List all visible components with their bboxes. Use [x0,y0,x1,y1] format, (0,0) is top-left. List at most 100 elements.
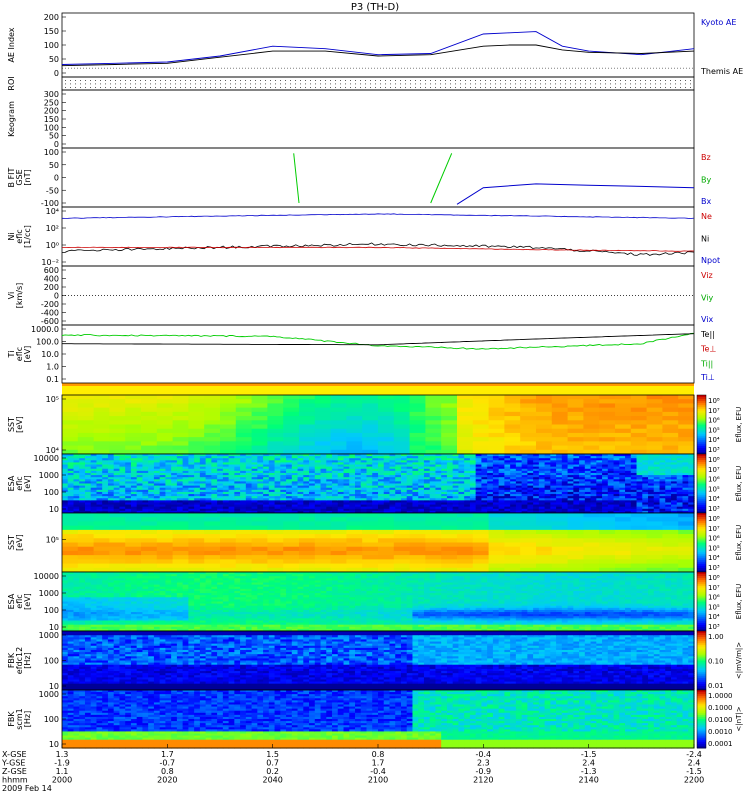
y-tick-label: 10⁴ [46,446,59,455]
colorbar-tick: 10⁶ [708,594,720,602]
y-axis-label: ESA [7,475,16,491]
x-tick-label: 2040 [262,776,282,785]
series-by [293,153,300,204]
colorbar-tick: 10⁶ [708,476,720,484]
y-axis-label: Keogram [7,101,16,137]
colorbar-tick: 10⁴ [708,554,720,562]
series-npot [61,213,695,219]
y-tick-label: 300 [44,90,59,99]
legend-entry: Ni [701,235,709,244]
legend-entry: Themis AE [700,67,743,76]
x-tick-label: 0.2 [266,767,279,776]
colorbar-tick: 10⁴ [708,436,720,444]
series-ne [61,246,695,252]
x-tick-label: -1.3 [581,767,597,776]
y-tick-label: 10000 [34,454,59,463]
colorbar-tick: 10⁵ [708,485,720,493]
panel-esa_i: 10000 1000 100 10 ESA eflc [eV] [7,453,695,514]
colorbar: 1.00 0.10 0.01 <|mV/m|> [696,630,743,691]
y-tick-label: 10⁻² [41,258,59,267]
colorbar: 1.0000 0.1000 0.0100 0.0010 0.0001 <|nT|> [696,689,743,749]
ae-lines [61,31,695,69]
colorbar-frame [696,689,707,749]
y-tick-label: 1000 [39,690,59,699]
colorbar-tick: 10⁸ [708,456,720,464]
ti-lines [61,332,695,350]
x-axis-row-label: Z-GSE [2,767,27,776]
panel-frame [61,206,695,267]
legend-entry: Npot [701,256,720,265]
y-axis-label: ROI [7,76,16,90]
x-axis-row-label: hhmm [2,776,28,785]
panel-sst_e: 10⁵ SST [eV] [7,512,695,573]
colorbar-tick: 10³ [708,505,720,513]
y-tick-label: 400 [44,275,59,284]
colorbar-tick: 10³ [708,564,720,572]
colorbar-tick: 10⁵ [708,603,720,611]
series-themis-ae [61,44,695,67]
colorbar-tick: 1.00 [708,633,724,641]
legend-entry: Te⊥ [700,345,716,354]
y-axis-label: AE Index [7,27,16,62]
colorbar-tick: 0.10 [708,658,724,666]
y-axis-label: [nT] [23,169,32,185]
y-axis-label: ESA [7,593,16,609]
y-tick-label: 50 [49,161,59,170]
y-tick-label: 10⁵ [46,395,59,404]
y-tick-label: 50 [49,55,59,64]
colorbar-label: Eflux, EFU [735,407,743,442]
y-axis-label: eflc [15,229,24,243]
y-axis-label: eflc [15,347,24,361]
bfit-lines [293,153,695,205]
colorbar-tick: 0.0010 [708,728,733,736]
y-tick-label: -400 [41,309,59,318]
y-tick-label: 10 [49,623,59,632]
y-axis-label: Ti [7,351,16,359]
y-axis-label: FBK [7,652,16,668]
legend-entry: Viz [701,271,713,280]
y-tick-label: 0 [54,292,59,301]
colorbar-tick: 0.0001 [708,740,733,748]
panel-fbk1: 1000 100 10 FBK efdc12 [Hz] [7,630,695,691]
legend-entry: Vix [701,315,714,324]
colorbar-tick: 10⁶ [708,417,720,425]
y-tick-label: 50 [49,132,59,141]
x-tick-label: -0.9 [476,767,492,776]
panel-frame [61,147,695,208]
x-tick-label: 1.7 [161,750,174,759]
x-tick-label: 2020 [157,776,177,785]
colorbar-tick: 0.01 [708,682,724,690]
series-bx [456,183,695,205]
colorbar-tick: 10⁴ [708,613,720,621]
x-tick-label: 1.1 [56,767,69,776]
panel-ti: 1000.0 100.0 10.0 1.0 0.1 Ti eflc [eV] Te|| Te⊥ Ti… [7,324,716,384]
y-tick-label: -100 [41,199,59,208]
x-tick-label: 2.3 [477,759,490,768]
colorbar-tick: 10³ [708,446,720,454]
x-tick-label: 0.7 [266,759,279,768]
colorbar-tick: 10⁷ [708,407,720,415]
y-axis-label: [eV] [23,346,32,363]
y-tick-label: 100 [44,657,59,666]
y-axis-label: B FIT [7,167,16,187]
y-tick-label: 200 [44,107,59,116]
series-te-par [62,333,695,346]
y-tick-label: 10⁵ [46,536,59,545]
panel-esa_e: 10000 1000 100 10 ESA eflc [eV] [7,571,695,632]
x-tick-label: 2.4 [582,759,595,768]
x-axis-row-label: 2009 Feb 14 [2,784,52,793]
colorbar-tick: 10⁸ [708,397,720,405]
colorbar-tick: 10⁷ [708,466,720,474]
x-tick-label: 2140 [578,776,598,785]
y-tick-label: 1000 [39,471,59,480]
x-tick-label: 2.4 [688,759,701,768]
x-tick-label: 1.3 [56,750,69,759]
legend-entry: Te|| [700,330,715,339]
panel-frame [61,12,695,78]
colorbar-tick: 10⁷ [708,584,720,592]
y-axis-label: SST [7,535,16,550]
